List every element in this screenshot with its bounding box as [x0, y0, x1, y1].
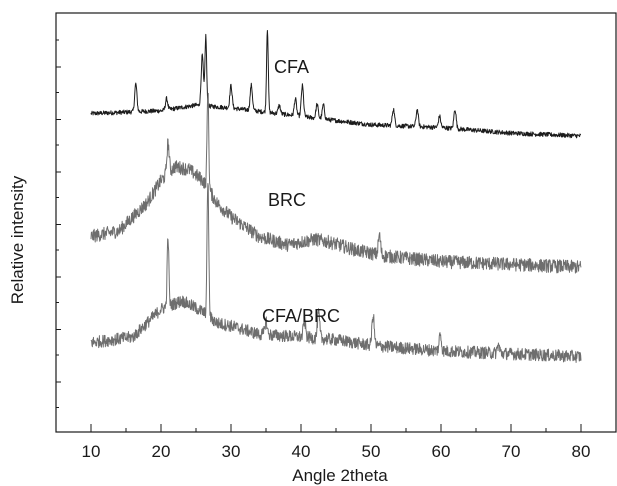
series-label-cfa-brc: CFA/BRC	[262, 306, 340, 326]
series-layer	[90, 29, 582, 363]
x-axis-tick-labels: 10 20 30 40 50 60 70 80	[82, 442, 591, 461]
series-label-cfa: CFA	[274, 57, 309, 77]
x-axis-ticks	[55, 424, 617, 432]
x-tick-label: 60	[432, 442, 451, 461]
y-axis-ticks	[56, 39, 61, 408]
series-line-cfa	[90, 29, 582, 139]
x-tick-label: 80	[572, 442, 591, 461]
series-label-brc: BRC	[268, 190, 306, 210]
x-tick-label: 10	[82, 442, 101, 461]
y-axis-title: Relative intensity	[8, 175, 27, 304]
x-tick-label: 20	[152, 442, 171, 461]
x-tick-label: 70	[502, 442, 521, 461]
x-tick-label: 40	[292, 442, 311, 461]
x-tick-label: 30	[222, 442, 241, 461]
plot-frame	[55, 12, 617, 433]
x-axis-title: Angle 2theta	[292, 466, 388, 485]
x-tick-label: 50	[362, 442, 381, 461]
series-line-cfa-brc	[90, 182, 582, 363]
series-line-brc	[90, 92, 582, 274]
